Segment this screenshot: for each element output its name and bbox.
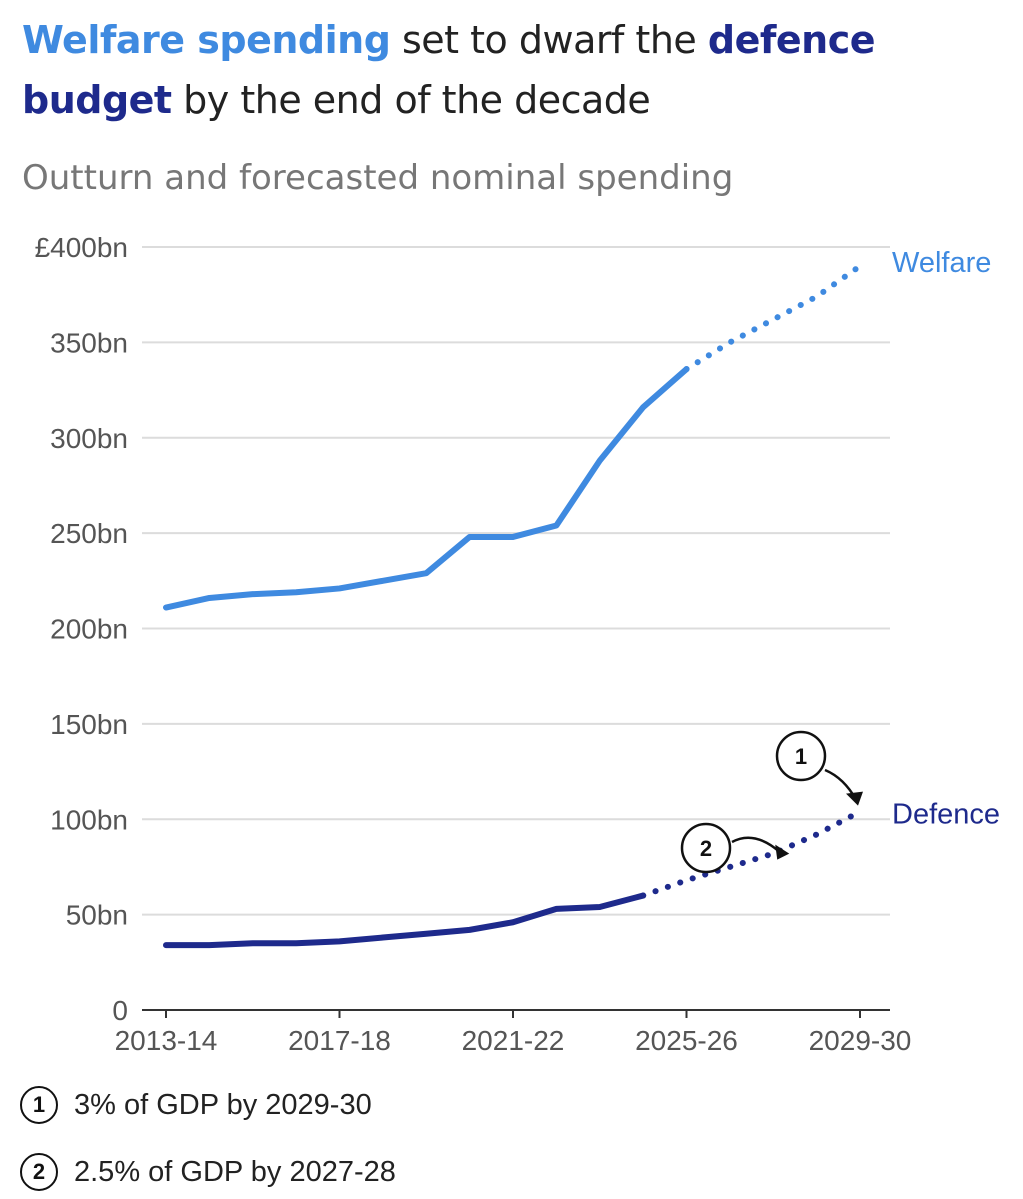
x-tick-label: 2029-30 bbox=[809, 1025, 912, 1056]
defence-series-label: Defence bbox=[892, 799, 1000, 831]
y-tick-label: 200bn bbox=[50, 614, 128, 645]
defence-outturn-line bbox=[163, 892, 647, 949]
annotation-number-2: 2 bbox=[20, 1153, 58, 1191]
title-middle: set to dwarf the bbox=[390, 18, 708, 62]
x-tick-label: 2017-18 bbox=[288, 1025, 391, 1056]
annotation-arrowhead-2 bbox=[775, 844, 790, 860]
y-tick-label: 250bn bbox=[50, 518, 128, 549]
y-tick-label: 0 bbox=[112, 995, 128, 1026]
welfare-outturn-line bbox=[163, 366, 690, 611]
welfare-forecast-line bbox=[683, 263, 863, 373]
title-defence: defence budget bbox=[22, 18, 876, 122]
annotation-legend-2: 2 2.5% of GDP by 2027-28 bbox=[20, 1152, 396, 1192]
title-welfare: Welfare spending bbox=[22, 18, 391, 62]
annotation-text-1: 3% of GDP by 2029-30 bbox=[74, 1088, 372, 1121]
chart-subtitle: Outturn and forecasted nominal spending bbox=[22, 158, 734, 198]
grid-lines bbox=[142, 246, 890, 1011]
line-chart: 0 50bn 100bn 150bn 200bn 250bn 300bn 350bn £400b… bbox=[35, 232, 1000, 1056]
annotation-marker-1 bbox=[775, 730, 827, 782]
y-tick-label: 50bn bbox=[66, 900, 128, 931]
annotation-markers: 12 bbox=[680, 730, 863, 874]
annotation-arrow-2 bbox=[731, 836, 781, 853]
defence-forecast-line bbox=[640, 808, 863, 899]
y-tick-label: 350bn bbox=[50, 327, 128, 358]
annotation-arrowhead-1 bbox=[846, 791, 863, 806]
welfare-series-label: Welfare bbox=[892, 247, 991, 279]
x-tick-label: 2013-14 bbox=[115, 1025, 218, 1056]
y-tick-label: 150bn bbox=[50, 709, 128, 740]
chart-title: Welfare spending set to dwarf the defenc… bbox=[22, 10, 1002, 130]
y-tick-label: 100bn bbox=[50, 804, 128, 835]
title-end: by the end of the decade bbox=[171, 78, 651, 122]
annotation-number-1: 1 bbox=[20, 1086, 58, 1124]
y-tick-label: £400bn bbox=[35, 232, 128, 263]
y-tick-label: 300bn bbox=[50, 423, 128, 454]
annotation-marker-2-number: 2 bbox=[700, 836, 712, 861]
x-axis-ticks: 2013-14 2017-18 2021-22 2025-26 2029-30 bbox=[115, 1010, 912, 1056]
x-tick-label: 2021-22 bbox=[462, 1025, 565, 1056]
series-lines: Welfare Defence bbox=[163, 247, 1000, 949]
annotation-marker-2 bbox=[680, 822, 732, 874]
y-axis-ticks: 0 50bn 100bn 150bn 200bn 250bn 300bn 350bn £400b… bbox=[35, 232, 128, 1026]
annotation-text-2: 2.5% of GDP by 2027-28 bbox=[74, 1155, 396, 1188]
x-tick-label: 2025-26 bbox=[635, 1025, 738, 1056]
annotation-legend-1: 1 3% of GDP by 2029-30 bbox=[20, 1085, 372, 1125]
annotation-marker-1-number: 1 bbox=[795, 744, 807, 769]
